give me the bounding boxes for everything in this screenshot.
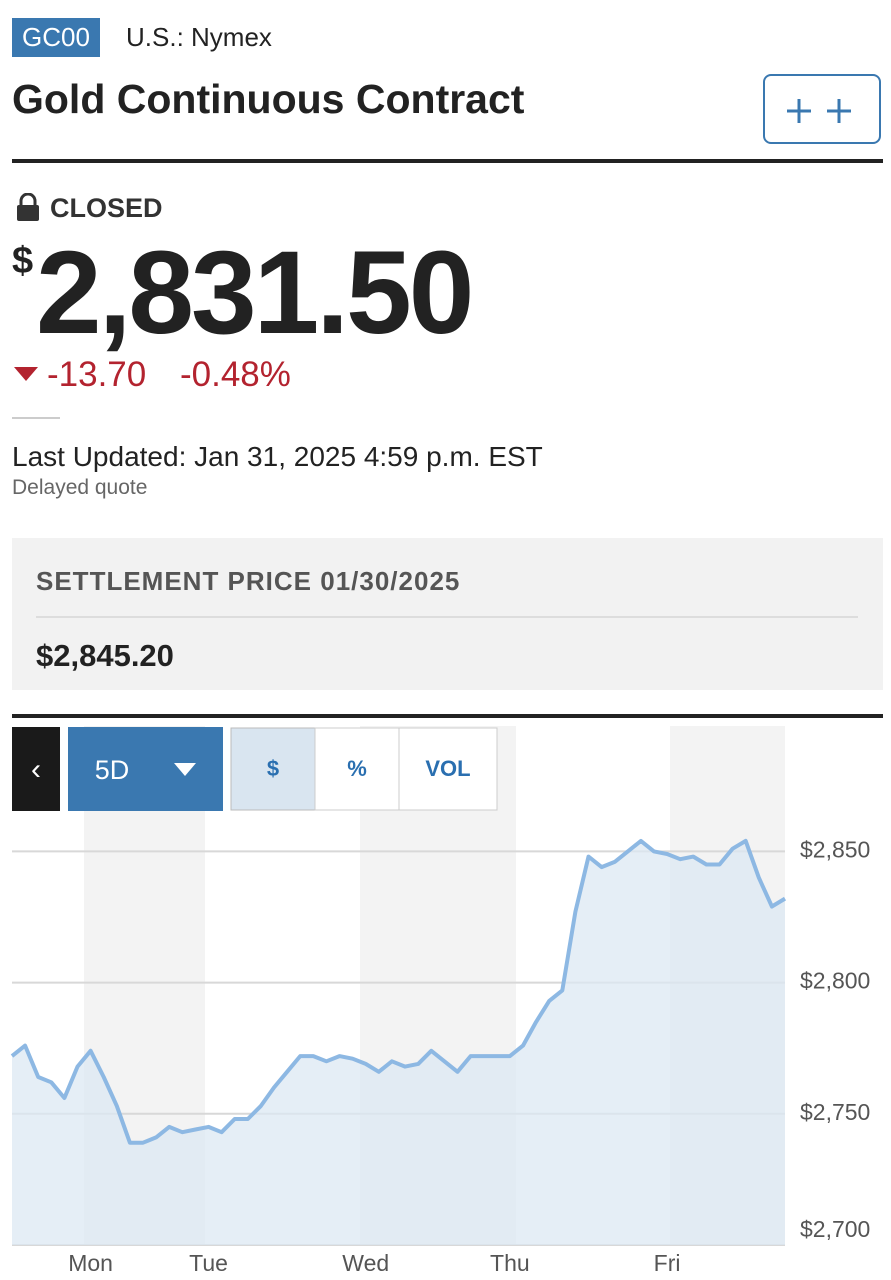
x-tick-label: Thu (490, 1250, 530, 1276)
delay-note: Delayed quote (12, 476, 148, 499)
area-fill (12, 840, 785, 1245)
x-tick-label: Fri (654, 1250, 681, 1276)
settlement-price: $2,845.20 (36, 638, 174, 673)
view-button[interactable] (230, 727, 316, 811)
range-button[interactable] (68, 727, 223, 811)
instrument-title: Gold Continuous Contract (12, 76, 525, 122)
settlement-box (12, 538, 883, 690)
market-status: CLOSED (50, 193, 163, 223)
percent-change: -0.48% (180, 355, 291, 394)
plus-icon (787, 99, 851, 123)
y-tick-label: $2,700 (800, 1216, 870, 1242)
price-change: -13.70 (47, 355, 147, 394)
last-price: 2,831.50 (36, 227, 474, 359)
ticker-badge: GC00 (12, 18, 100, 57)
watchlist-button[interactable] (763, 74, 881, 144)
lock-icon (17, 193, 39, 221)
down-arrow (14, 367, 38, 381)
settlement-label: SETTLEMENT PRICE 01/30/2025 (36, 566, 461, 596)
y-tick-label: $2,800 (800, 968, 870, 994)
x-tick-label: Mon (68, 1250, 113, 1276)
back-label: ‹ (31, 753, 41, 786)
last-updated: Last Updated: Jan 31, 2025 4:59 p.m. EST (12, 441, 543, 472)
currency-symbol: $ (12, 240, 34, 282)
divider (36, 616, 858, 618)
dropdown-arrow (174, 763, 196, 776)
back-button[interactable] (12, 727, 60, 811)
exchange: U.S.: Nymex (126, 22, 272, 52)
divider (12, 159, 883, 163)
divider (12, 417, 60, 419)
view-label: $ (267, 756, 279, 781)
price-line (10, 838, 787, 1145)
divider (12, 714, 883, 718)
x-tick-label: Wed (342, 1250, 389, 1276)
view-button[interactable] (398, 727, 498, 811)
y-tick-label: $2,750 (800, 1099, 870, 1125)
view-button[interactable] (314, 727, 400, 811)
y-tick-label: $2,850 (800, 836, 870, 862)
x-tick-label: Tue (189, 1250, 228, 1276)
view-label: % (347, 756, 367, 781)
range-label: 5D (95, 755, 130, 785)
view-label: VOL (425, 756, 470, 781)
